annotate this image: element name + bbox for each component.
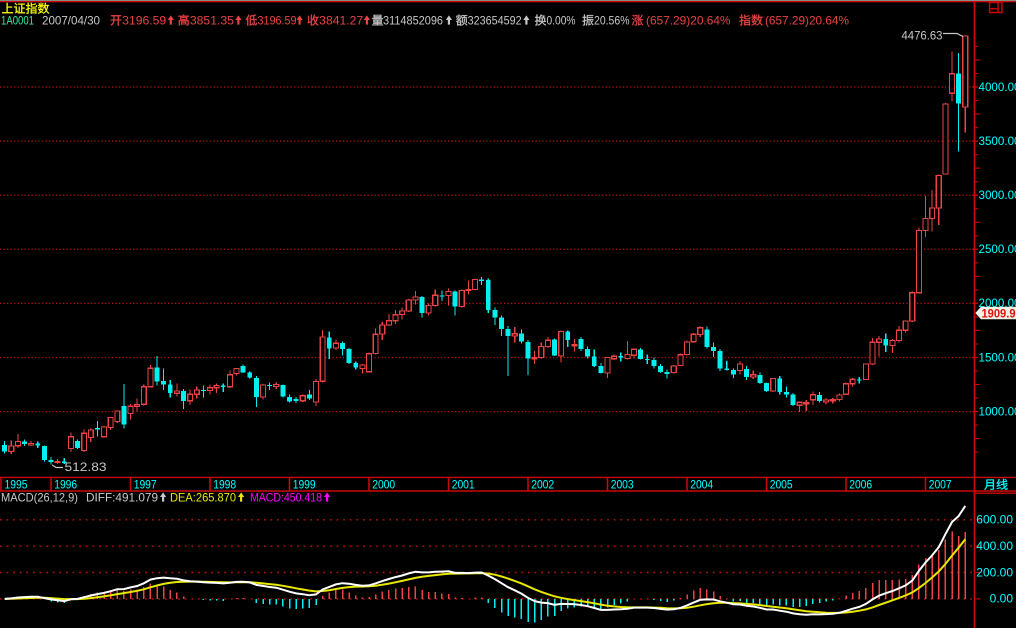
svg-text:3841.27: 3841.27 xyxy=(319,14,363,28)
svg-text:DEA:265.870: DEA:265.870 xyxy=(170,491,236,505)
svg-text:1999: 1999 xyxy=(293,478,316,492)
svg-text:1000.00: 1000.00 xyxy=(979,404,1016,418)
svg-text:2007: 2007 xyxy=(929,478,952,492)
svg-text:0.00: 0.00 xyxy=(990,592,1014,606)
svg-text:2000.00: 2000.00 xyxy=(979,296,1016,310)
svg-text:2004: 2004 xyxy=(690,478,713,492)
svg-text:3500.00: 3500.00 xyxy=(979,134,1016,148)
svg-text:(657.29)20.64%: (657.29)20.64% xyxy=(646,14,731,28)
svg-text:MACD(26,12,9): MACD(26,12,9) xyxy=(1,491,78,505)
svg-text:200.00: 200.00 xyxy=(976,565,1013,579)
svg-text:1A0001: 1A0001 xyxy=(1,14,34,28)
svg-text:0.00%: 0.00% xyxy=(547,14,576,28)
svg-text:1995: 1995 xyxy=(5,478,28,492)
svg-text:2500.00: 2500.00 xyxy=(979,242,1016,256)
svg-text:2005: 2005 xyxy=(770,478,793,492)
svg-text:4476.63: 4476.63 xyxy=(902,28,943,42)
svg-text:1997: 1997 xyxy=(134,478,157,492)
svg-text:512.83: 512.83 xyxy=(65,460,107,474)
svg-text:3114852096: 3114852096 xyxy=(383,14,443,28)
svg-text:600.00: 600.00 xyxy=(976,513,1013,527)
svg-text:2007/04/30: 2007/04/30 xyxy=(42,14,100,28)
svg-text:(657.29)20.64%: (657.29)20.64% xyxy=(765,14,849,28)
svg-text:1909.9: 1909.9 xyxy=(982,307,1016,321)
svg-text:1998: 1998 xyxy=(213,478,236,492)
svg-text:3000.00: 3000.00 xyxy=(979,188,1016,202)
svg-text:3196.59: 3196.59 xyxy=(258,14,297,28)
svg-text:400.00: 400.00 xyxy=(976,539,1013,553)
svg-text:2001: 2001 xyxy=(452,478,475,492)
svg-text:MACD:450.418: MACD:450.418 xyxy=(250,491,322,505)
svg-text:2000: 2000 xyxy=(372,478,395,492)
svg-text:3196.59: 3196.59 xyxy=(122,14,166,28)
svg-text:2006: 2006 xyxy=(849,478,872,492)
svg-text:1500.00: 1500.00 xyxy=(979,350,1016,364)
svg-text:DIFF:491.079: DIFF:491.079 xyxy=(86,491,158,505)
svg-text:323654592: 323654592 xyxy=(468,14,522,28)
svg-text:3851.35: 3851.35 xyxy=(190,14,234,28)
svg-text:20.56%: 20.56% xyxy=(594,14,630,28)
svg-text:1996: 1996 xyxy=(54,478,77,492)
svg-text:2003: 2003 xyxy=(611,478,634,492)
svg-text:4000.00: 4000.00 xyxy=(979,80,1016,94)
svg-text:2002: 2002 xyxy=(531,478,554,492)
